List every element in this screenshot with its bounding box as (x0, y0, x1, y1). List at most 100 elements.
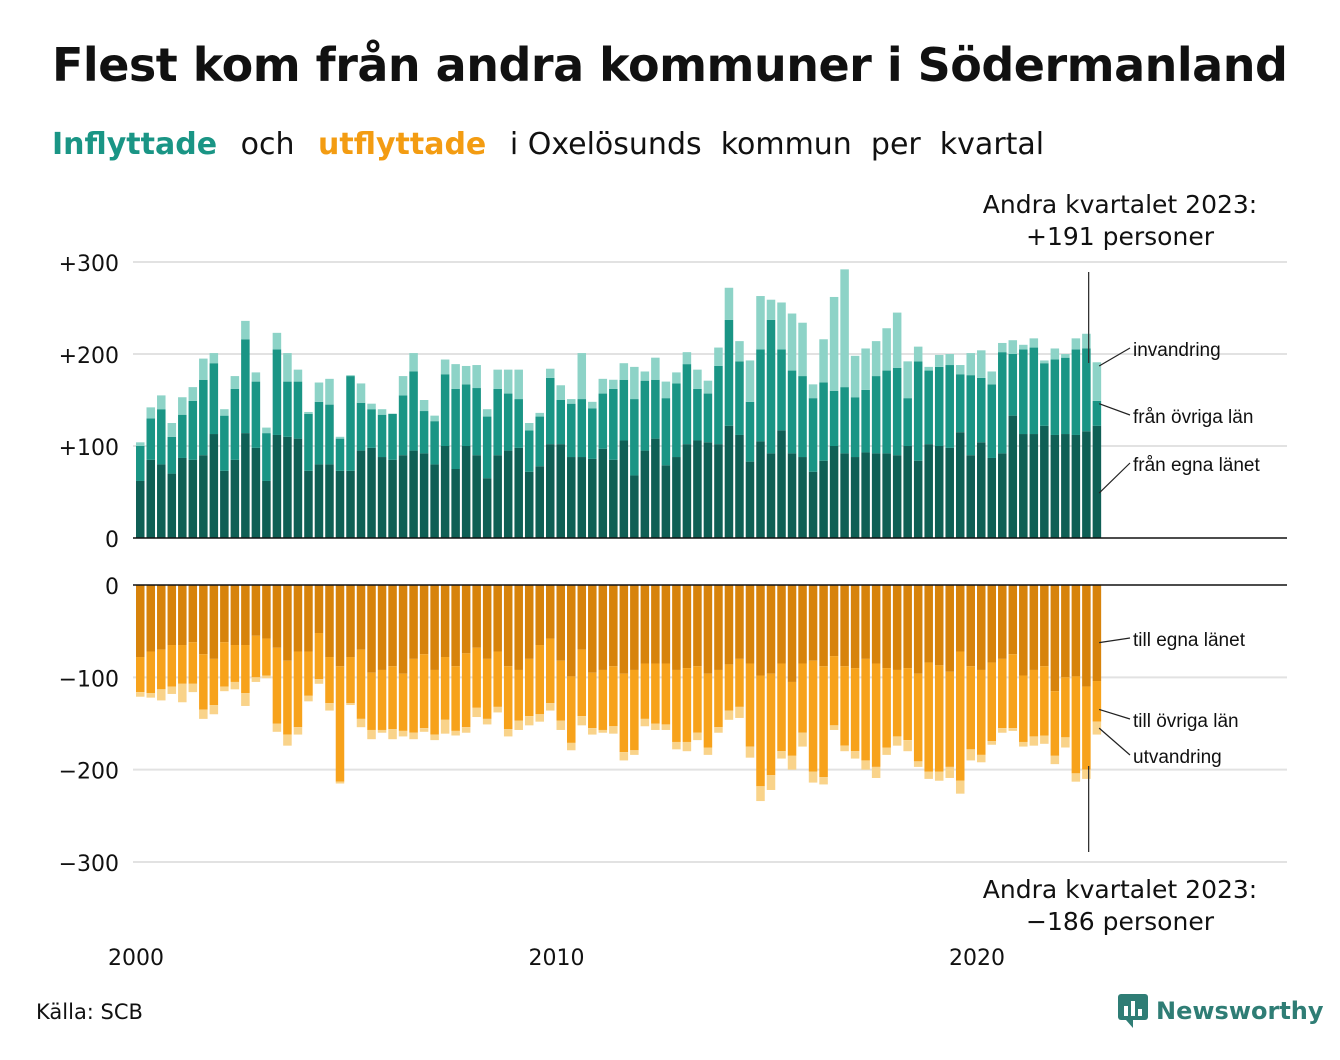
outflow-bar-emig (588, 728, 597, 735)
inflow-bar-own (346, 470, 355, 538)
inflow-bar-immig (514, 369, 523, 400)
outflow-bar-emig (545, 703, 555, 711)
outflow-bar-emig (924, 771, 933, 779)
outflow-bar-other (1071, 676, 1081, 774)
inflow-bar-other (714, 365, 723, 445)
outflow-bar-own (535, 585, 544, 646)
inflow-bar-immig (440, 359, 450, 375)
outflow-bar-emig (419, 728, 429, 732)
outflow-bar-own (661, 585, 671, 664)
outflow-bar-own (241, 585, 250, 646)
inflow-bar-immig (146, 407, 156, 419)
inflow-bar-other (693, 388, 702, 441)
outflow-bar-emig (682, 741, 692, 752)
x-tick-label: 2000 (108, 946, 164, 971)
outflow-bar-emig (661, 724, 671, 730)
outflow-bar-other (514, 669, 523, 721)
inflow-bar-immig (1019, 344, 1028, 350)
inflow-bar-other (640, 380, 650, 451)
outflow-bar-other (1040, 666, 1049, 736)
outflow-bar-own (157, 585, 166, 650)
inflow-bar-own (556, 444, 566, 538)
outflow-bar-emig (934, 771, 944, 781)
inflow-bar-immig (556, 385, 566, 400)
outflow-bar-own (503, 585, 513, 667)
inflow-bar-own (588, 458, 597, 538)
inflow-bar-immig (966, 353, 975, 376)
inflow-bar-own (977, 442, 986, 538)
outflow-bar-emig (1061, 737, 1070, 748)
inflow-bar-own (609, 459, 618, 538)
outflow-bar-other (377, 669, 387, 730)
inflow-bar-own (304, 470, 313, 538)
outflow-bar-other (840, 666, 849, 746)
outflow-bar-emig (199, 709, 208, 719)
inflow-bar-other (871, 376, 881, 454)
inflow-bar-own (913, 460, 923, 538)
outflow-bar-emig (283, 734, 292, 746)
inflow-bar-other (987, 384, 997, 458)
inflow-bar-own (482, 478, 492, 538)
outflow-bar-own (1082, 585, 1091, 687)
inflow-bar-own (241, 433, 250, 538)
inflow-bar-immig (945, 354, 954, 366)
outflow-bar-other (703, 673, 713, 748)
outflow-bar-other (630, 669, 639, 751)
inflow-bar-other (955, 374, 965, 433)
outflow-bar-other (1050, 691, 1060, 756)
inflow-bar-own (567, 457, 576, 538)
outflow-bar-own (567, 585, 576, 677)
outflow-bar-emig (293, 727, 303, 735)
outflow-bar-emig (966, 749, 975, 761)
outflow-bar-emig (693, 732, 702, 741)
outflow-bar-own (577, 585, 587, 650)
outflow-bar-own (1061, 585, 1070, 678)
annotation-bottom-line2: −186 personer (1026, 907, 1215, 936)
outflow-bar-emig (440, 719, 450, 734)
outflow-bar-other (367, 672, 376, 730)
outflow-bar-own (524, 585, 534, 659)
inflow-bar-immig (777, 302, 786, 350)
inflow-bar-own (199, 455, 208, 538)
inflow-bar-other (199, 379, 208, 456)
outflow-bar-emig (524, 716, 534, 726)
inflow-bar-other (703, 393, 713, 443)
outflow-bar-own (693, 585, 702, 667)
outflow-bar-other (661, 663, 671, 725)
outflow-bar-other (482, 658, 492, 719)
outflow-bar-other (850, 668, 860, 752)
inflow-bar-other (325, 404, 334, 465)
outflow-bar-other (693, 666, 702, 733)
outflow-bar-other (1092, 681, 1102, 722)
outflow-bar-emig (409, 732, 418, 740)
inflow-bar-immig (567, 399, 576, 404)
inflow-y-tick-label: +100 (59, 436, 119, 461)
outflow-bar-own (514, 585, 523, 670)
inflow-bar-own (861, 452, 870, 538)
outflow-bar-emig (703, 747, 713, 755)
inflow-bar-immig (609, 379, 618, 389)
inflow-bar-other (945, 365, 954, 448)
inflow-bar-other (535, 416, 544, 467)
outflow-bar-own (356, 585, 366, 650)
label-emigration: utvandring (1133, 747, 1222, 768)
outflow-bar-other (136, 657, 145, 693)
outflow-bar-own (293, 585, 303, 652)
label-from-own-county-leader (1098, 462, 1131, 494)
inflow-bar-own (157, 464, 166, 538)
inflow-bar-immig (1040, 360, 1049, 364)
inflow-bar-immig (535, 412, 544, 417)
outflow-bar-own (924, 585, 933, 663)
outflow-bar-other (241, 645, 250, 694)
outflow-bar-other (903, 668, 912, 741)
inflow-bar-immig (913, 346, 923, 362)
outflow-bar-own (272, 585, 282, 648)
inflow-bar-other (735, 361, 744, 435)
x-tick-label: 2020 (949, 946, 1005, 971)
inflow-bar-own (430, 464, 439, 538)
outflow-bar-own (188, 585, 198, 643)
outflow-bar-other (934, 665, 944, 772)
outflow-bar-emig (356, 718, 366, 728)
outflow-bar-emig (472, 707, 481, 718)
